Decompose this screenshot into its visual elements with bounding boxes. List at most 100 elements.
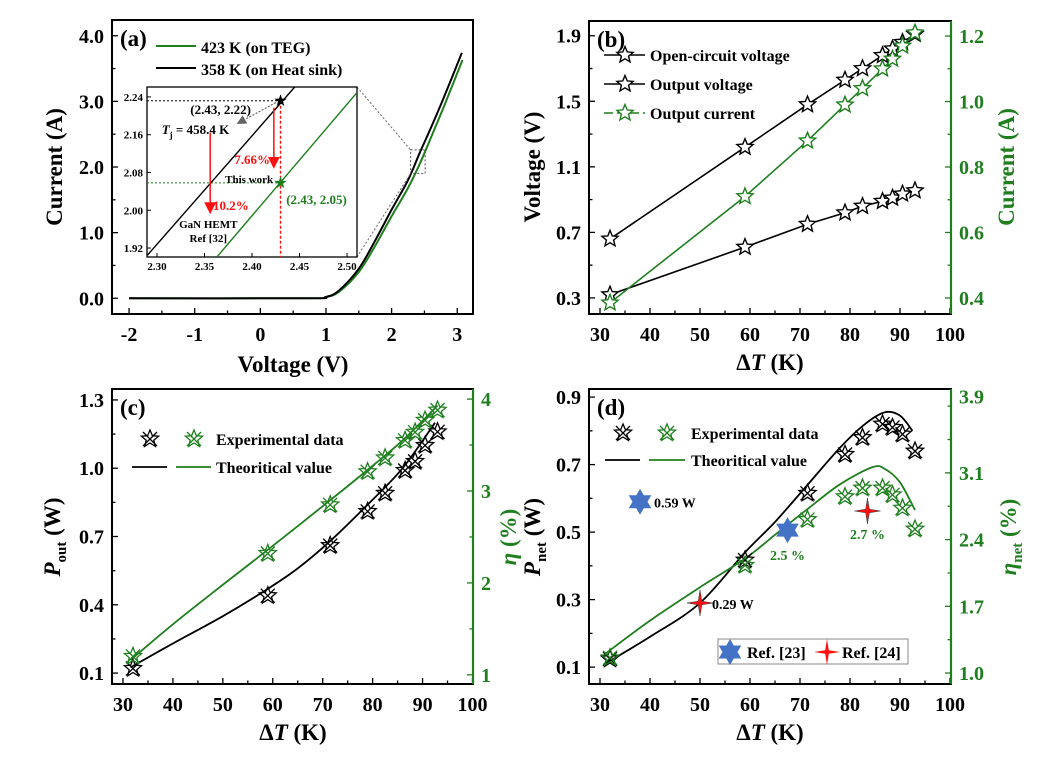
data-point <box>735 186 755 205</box>
this-work-label: This work <box>225 174 274 186</box>
inset-point-black <box>274 94 287 106</box>
x-tick-label: 0 <box>255 324 265 346</box>
x-tick-label: -2 <box>121 324 138 346</box>
four-point-star-icon <box>814 639 840 665</box>
legend-label: 358 K (on Heat sink) <box>201 62 342 79</box>
y2-axis-title: ηnet (%) <box>996 499 1026 576</box>
data-point <box>852 78 873 97</box>
data-point <box>834 486 856 506</box>
y-tick-label: 0.7 <box>79 527 104 549</box>
data-point <box>835 202 855 222</box>
inset-plot <box>147 87 357 257</box>
reference-value-label: 0.59 W <box>654 497 696 512</box>
panel-a: -2 -1 0 1 2 3 0.0 1.0 2.0 3.0 4.0 Voltage (V) Curren… <box>42 19 474 377</box>
y-tick-label: 0.0 <box>79 288 104 310</box>
y-tick-label: 0.4 <box>79 595 104 617</box>
zoom-connector <box>356 86 411 151</box>
reference-value-label: 2.7 % <box>850 528 885 543</box>
x-tick-label: 40 <box>640 694 660 716</box>
x-tick-label: 60 <box>740 694 760 716</box>
y-tick-label: 1.0 <box>79 458 104 480</box>
y2-tick-label: 3 <box>481 481 491 503</box>
x-tick-label: 90 <box>890 694 910 716</box>
data-point <box>872 413 893 433</box>
theory-line-1 <box>129 404 439 661</box>
y-tick-label: 0.9 <box>556 387 581 409</box>
reference-value-label: 2.5 % <box>770 549 805 564</box>
data-point <box>852 426 873 447</box>
legend-marker <box>139 428 161 448</box>
y2-tick-label: 1.0 <box>959 92 984 114</box>
inset-y-tick-label: 2.00 <box>124 205 144 217</box>
data-point <box>257 542 278 563</box>
x-tick-label: -1 <box>186 324 203 346</box>
y2-tick-label: 1.0 <box>959 663 984 685</box>
x-tick-label: 80 <box>840 324 860 346</box>
label-unit: (%) <box>996 499 1021 543</box>
x-tick-label: 80 <box>363 694 383 716</box>
data-point <box>892 423 913 443</box>
x-tick-label: 1 <box>321 324 331 346</box>
y-tick-label: 0.3 <box>556 288 581 310</box>
label-subscript: out <box>54 542 70 563</box>
label-symbol: T <box>751 720 766 745</box>
panel-label: (d) <box>597 395 625 420</box>
legend: Experimental data Theoritical value <box>132 428 344 477</box>
label-unit: (W) <box>520 498 545 542</box>
y-tick-label: 1.1 <box>556 157 581 179</box>
data-point <box>905 180 925 199</box>
legend-marker <box>183 428 205 448</box>
x-axis-title: ΔT (K) <box>736 350 803 375</box>
y-tick-label: 0.1 <box>79 663 104 685</box>
data-point <box>600 228 620 248</box>
series-line-2 <box>609 32 916 304</box>
legend-label: Experimental data <box>691 426 819 443</box>
x-tick-label: 2 <box>387 324 397 346</box>
inset-x-tick-label: 2.45 <box>290 261 310 273</box>
label-prefix: Δ <box>259 720 274 745</box>
data-point <box>427 399 448 419</box>
legend: Open-circuit voltage Output voltage Output… <box>604 44 790 123</box>
y-axis-title: Current (A) <box>42 108 67 226</box>
y-tick-label: 1.3 <box>79 390 104 412</box>
x-axis-title: Voltage (V) <box>238 352 349 377</box>
data-point <box>735 236 755 256</box>
data-point <box>872 477 893 497</box>
inset-frame <box>146 86 358 258</box>
y2-tick-label: 2.4 <box>959 530 984 552</box>
data-point <box>882 48 903 68</box>
inset-y-tick-label: 2.08 <box>124 167 144 179</box>
label-symbol: T <box>274 720 289 745</box>
y-tick-label: 0.3 <box>556 590 581 612</box>
y2-axis-title: η (%) <box>496 509 521 566</box>
x-axis-title: ΔT (K) <box>736 720 803 745</box>
legend: 423 K (on TEG) 358 K (on Heat sink) <box>156 40 342 79</box>
data-point <box>834 443 856 464</box>
x-tick-label: 100 <box>935 694 965 716</box>
point-label: (2.43, 2.05) <box>286 192 347 207</box>
inset-series-line <box>216 92 357 257</box>
reference-value-label: 0.29 W <box>712 598 754 613</box>
label-subscript: net <box>534 542 550 562</box>
y-tick-label: 1.5 <box>556 91 581 113</box>
data-point <box>835 94 855 114</box>
y2-tick-label: 0.8 <box>959 157 984 179</box>
legend-label: Open-circuit voltage <box>650 48 790 65</box>
x-tick-label: 40 <box>163 694 183 716</box>
y2-tick-label: 4 <box>481 389 491 411</box>
legend-marker <box>612 422 634 442</box>
data-point <box>797 94 818 113</box>
x-tick-label: 100 <box>935 324 965 346</box>
label-symbol: P <box>40 561 65 577</box>
label-prefix: Δ <box>736 350 751 375</box>
inset-series-line <box>147 87 296 256</box>
panel-label: (c) <box>120 395 146 420</box>
legend-label: Experimental data <box>216 432 344 449</box>
data-point <box>872 58 893 78</box>
y-tick-label: 1.0 <box>79 223 104 245</box>
label-unit: (K) <box>288 720 327 745</box>
y2-axis-title: Current (A) <box>994 108 1019 226</box>
y-tick-label: 3.0 <box>79 91 104 113</box>
six-point-star-icon <box>776 517 799 544</box>
